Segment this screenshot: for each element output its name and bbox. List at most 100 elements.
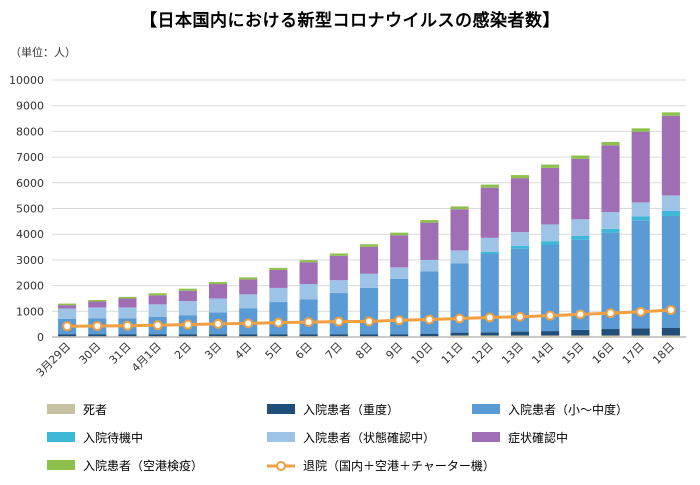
- bar-segment: [88, 301, 107, 308]
- y-tick-label: 3000: [16, 254, 44, 267]
- x-tick-label: 4月1日: [129, 340, 164, 375]
- bar-segment: [510, 248, 530, 332]
- legend-label: 入院患者（小〜中度）: [508, 402, 629, 417]
- bar-segment: [148, 336, 167, 337]
- discharge-point: [605, 308, 616, 319]
- bar-segment: [329, 334, 348, 337]
- bar-segment: [631, 202, 650, 217]
- bar-segment: [541, 164, 560, 168]
- y-tick-label: 10000: [9, 74, 44, 87]
- bar-segment: [239, 279, 258, 295]
- bar-segment: [359, 336, 379, 337]
- bar-segment: [450, 206, 469, 210]
- bar-segment: [571, 329, 590, 336]
- bar-segment: [359, 334, 379, 337]
- bar-segment: [480, 187, 499, 238]
- bar-segment: [299, 336, 318, 337]
- bar-segment: [510, 175, 530, 179]
- x-tick-label: 6日: [293, 340, 315, 362]
- discharge-point: [545, 310, 556, 321]
- bar-segment: [390, 278, 409, 335]
- y-tick-label: 2000: [16, 280, 44, 293]
- bar-segment: [661, 115, 680, 196]
- bar-segment: [571, 155, 590, 159]
- legend-label: 入院待機中: [83, 430, 144, 445]
- bar-segment: [601, 228, 620, 233]
- bar-segment: [269, 334, 288, 337]
- x-tick-label: 4日: [232, 340, 254, 362]
- x-tick-label: 2日: [172, 340, 194, 362]
- bar-segment: [571, 158, 590, 220]
- bar-segment: [601, 212, 620, 229]
- bar-segment: [88, 307, 107, 319]
- bar-segment: [631, 131, 650, 203]
- bar-segment: [661, 215, 680, 329]
- line-layer: [62, 305, 676, 332]
- bar-segment: [359, 273, 379, 288]
- x-tick-label: 10日: [409, 340, 436, 367]
- bar-segment: [178, 288, 197, 291]
- discharge-point: [213, 318, 224, 329]
- bar-segment: [420, 259, 439, 272]
- discharge-point: [122, 320, 133, 331]
- bar-segment: [450, 335, 469, 337]
- bar-segment: [58, 336, 77, 337]
- legend-swatch: [267, 404, 295, 414]
- bar-segment: [178, 334, 197, 337]
- x-tick-label: 16日: [590, 340, 617, 367]
- bars-layer: [58, 112, 680, 337]
- x-tick-label: 7日: [323, 340, 345, 362]
- bar-segment: [299, 262, 318, 285]
- bar-segment: [88, 299, 107, 302]
- discharge-point: [364, 316, 374, 327]
- bar-segment: [390, 267, 409, 279]
- discharge-point: [454, 313, 465, 324]
- bar-segment: [359, 246, 379, 274]
- bar-segment: [88, 334, 107, 337]
- legend-label: 退院（国内＋空港＋チャーター機）: [303, 458, 495, 473]
- bar-segment: [631, 128, 650, 132]
- bar-segment: [480, 335, 499, 337]
- bar-segment: [510, 245, 530, 249]
- discharge-point: [484, 312, 495, 323]
- discharge-point: [92, 320, 103, 331]
- bar-segment: [571, 219, 590, 236]
- bar-segment: [480, 184, 499, 188]
- x-tick-label: 11日: [439, 340, 466, 367]
- bar-segment: [299, 334, 318, 337]
- bar-segment: [450, 250, 469, 264]
- bar-segment: [58, 334, 77, 337]
- y-tick-label: 4000: [16, 228, 44, 241]
- bar-segment: [239, 334, 258, 337]
- legend-label: 入院患者（重度）: [303, 402, 400, 417]
- discharge-point: [635, 306, 646, 317]
- bar-segment: [88, 336, 107, 337]
- bar-segment: [661, 328, 680, 336]
- y-tick-label: 7000: [16, 151, 44, 164]
- discharge-point: [152, 320, 163, 331]
- bar-segment: [269, 287, 288, 303]
- legend-item: 入院患者（小〜中度）: [472, 400, 628, 418]
- bar-segment: [329, 253, 348, 256]
- legend-item: 退院（国内＋空港＋チャーター機）: [267, 456, 495, 474]
- bar-segment: [510, 335, 530, 337]
- x-tick-label: 30日: [77, 340, 104, 367]
- x-tick-label: 17日: [620, 340, 647, 367]
- bar-segment: [208, 282, 228, 285]
- bar-segment: [208, 336, 228, 337]
- legend-item: 入院患者（重度）: [267, 400, 399, 418]
- bar-segment: [661, 112, 680, 116]
- legend-item: 入院患者（空港検疫）: [47, 456, 203, 474]
- bar-segment: [269, 336, 288, 337]
- bar-segment: [541, 335, 560, 337]
- x-tick-label: 15日: [560, 340, 587, 367]
- bar-segment: [148, 293, 167, 296]
- y-tick-label: 9000: [16, 100, 44, 113]
- discharge-point: [394, 315, 405, 326]
- bar-segment: [329, 255, 348, 281]
- x-tick-label: 5日: [263, 340, 285, 362]
- legend-swatch: [47, 404, 75, 414]
- bar-segment: [420, 333, 439, 337]
- bar-segment: [58, 303, 77, 306]
